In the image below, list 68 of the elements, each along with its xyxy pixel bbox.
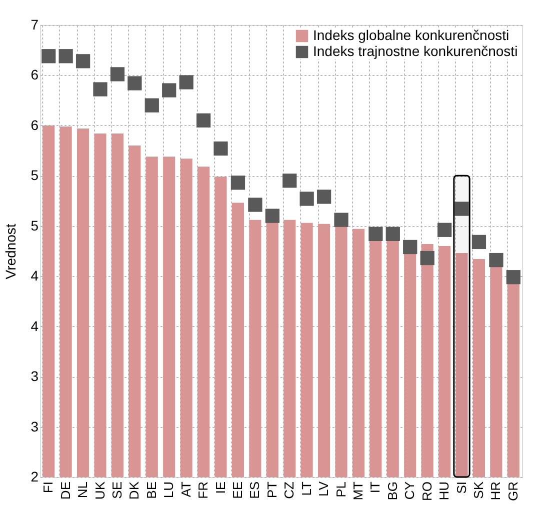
x-tick-label: CY — [402, 481, 418, 500]
point — [368, 226, 383, 241]
point — [162, 83, 176, 98]
y-tick-label: 6 — [30, 66, 39, 83]
point — [76, 54, 90, 68]
x-tick-label: MT — [350, 481, 366, 500]
x-tick-label: FI — [40, 482, 56, 494]
point — [506, 270, 520, 284]
y-tick-label: 4 — [30, 318, 39, 334]
x-tick-label: FR — [196, 482, 211, 499]
point — [230, 176, 246, 190]
point — [334, 212, 348, 227]
y-tick-label: 7 — [30, 16, 39, 32]
point — [42, 49, 56, 64]
x-tick-label: LT — [298, 481, 314, 496]
point — [248, 198, 262, 212]
y-tick-label: 3 — [30, 418, 39, 434]
x-tick-label: CZ — [282, 481, 297, 499]
point — [472, 234, 486, 250]
legend-label: Indeks trajnostne konkurenčnosti — [313, 43, 518, 59]
point — [179, 75, 194, 90]
x-tick-label: BG — [384, 482, 400, 500]
point — [196, 113, 211, 128]
point — [437, 222, 452, 237]
point — [214, 141, 228, 156]
point — [316, 190, 332, 204]
x-tick-label: LV — [316, 481, 332, 496]
point — [403, 240, 418, 254]
y-tick-label: 6 — [30, 116, 39, 133]
y-axis-title: Vrednost — [2, 224, 19, 280]
x-tick-label: BE — [144, 481, 159, 499]
x-tick-label: DE — [58, 481, 73, 500]
x-tick-label: UK — [92, 481, 108, 500]
point — [58, 49, 73, 64]
point — [110, 67, 125, 82]
x-tick-label: PL — [333, 482, 348, 498]
x-tick-label: AT — [178, 481, 194, 498]
point — [489, 252, 504, 268]
y-tick-label: 4 — [30, 268, 39, 284]
x-tick-label: SK — [470, 481, 486, 499]
x-tick-label: SI — [454, 482, 469, 494]
legend-label: Indeks globalne konkurenčnosti — [313, 27, 510, 43]
point — [420, 250, 434, 266]
x-tick-label: DK — [126, 481, 142, 500]
x-tick-label: IE — [212, 481, 228, 494]
x-tick-label: SE — [109, 481, 124, 499]
x-tick-label: RO — [419, 482, 434, 501]
point — [386, 226, 400, 241]
x-tick-label: HR — [488, 482, 504, 500]
x-tick-label: NL — [75, 482, 90, 498]
y-tick-label: 5 — [30, 167, 39, 184]
point — [265, 208, 280, 223]
y-tick-label: 2 — [30, 468, 39, 484]
point — [454, 202, 469, 216]
x-tick-label: EE — [230, 481, 245, 499]
x-tick-label: IT — [368, 481, 383, 494]
point — [128, 76, 142, 90]
point — [93, 82, 108, 96]
y-tick-label: 3 — [30, 368, 39, 384]
x-tick-label: ES — [247, 481, 262, 499]
point — [282, 174, 297, 188]
x-tick-label: PT — [264, 481, 280, 498]
x-tick-label: LU — [161, 482, 176, 498]
x-tick-label: GR — [505, 482, 520, 501]
x-tick-label: HU — [436, 482, 452, 500]
point — [144, 98, 159, 112]
point — [300, 192, 314, 206]
y-tick-label: 5 — [30, 217, 39, 234]
